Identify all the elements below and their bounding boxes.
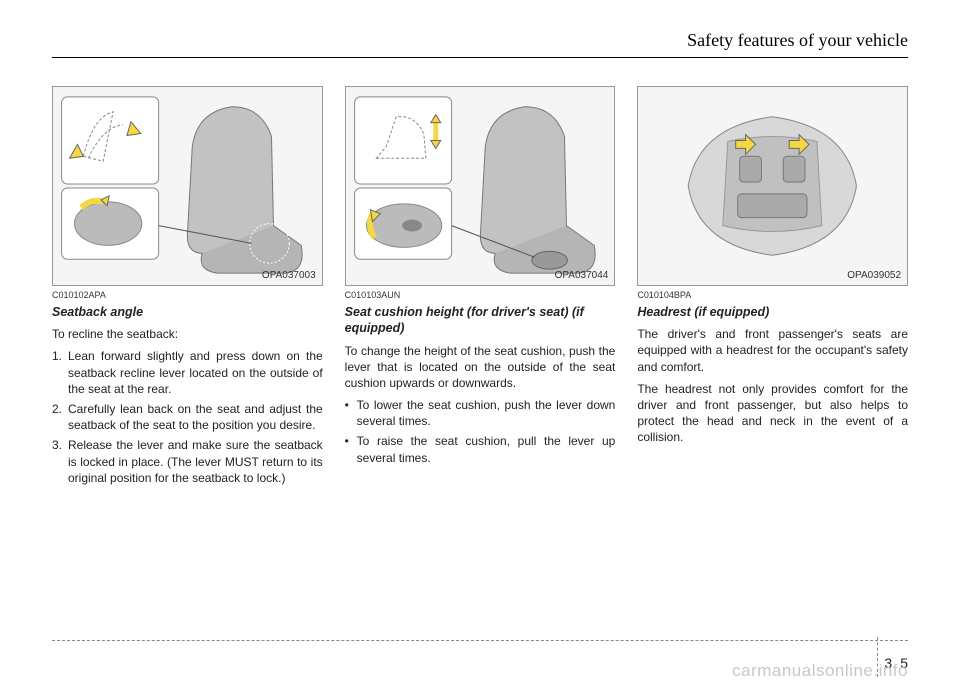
- list-item: 3. Release the lever and make sure the s…: [52, 437, 323, 486]
- list-item: 2. Carefully lean back on the seat and a…: [52, 401, 323, 433]
- list-text: To raise the seat cushion, pull the leve…: [357, 433, 616, 465]
- watermark: carmanualsonline.info: [732, 661, 908, 681]
- list-item: • To raise the seat cushion, pull the le…: [345, 433, 616, 465]
- column-2: OPA037044 C010103AUN Seat cushion height…: [345, 86, 616, 490]
- header-title: Safety features of your vehicle: [687, 30, 908, 50]
- figure-label: OPA037044: [555, 270, 609, 281]
- section-heading: Headrest (if equipped): [637, 304, 908, 320]
- list-bullet: •: [345, 433, 357, 465]
- paragraph: The driver's and front passenger's seats…: [637, 326, 908, 375]
- figure-seatback-angle: OPA037003: [52, 86, 323, 286]
- numbered-list: 1. Lean forward slightly and press down …: [52, 348, 323, 486]
- intro-text: To change the height of the seat cushion…: [345, 343, 616, 392]
- bullet-list: • To lower the seat cushion, push the le…: [345, 397, 616, 466]
- list-text: To lower the seat cushion, push the leve…: [357, 397, 616, 429]
- intro-text: To recline the seatback:: [52, 326, 323, 342]
- figure-seat-height: OPA037044: [345, 86, 616, 286]
- section-code: C010104BPA: [637, 290, 908, 300]
- column-3: OPA039052 C010104BPA Headrest (if equipp…: [637, 86, 908, 490]
- section-heading: Seatback angle: [52, 304, 323, 320]
- column-1: OPA037003 C010102APA Seatback angle To r…: [52, 86, 323, 490]
- list-number: 2.: [52, 401, 68, 433]
- list-text: Release the lever and make sure the seat…: [68, 437, 323, 486]
- section-heading: Seat cushion height (for driver's seat) …: [345, 304, 616, 337]
- paragraph: The headrest not only provides comfort f…: [637, 381, 908, 446]
- list-text: Carefully lean back on the seat and adju…: [68, 401, 323, 433]
- page-header: Safety features of your vehicle: [52, 30, 908, 58]
- footer-divider: [52, 640, 908, 641]
- figure-label: OPA037003: [262, 270, 316, 281]
- list-item: 1. Lean forward slightly and press down …: [52, 348, 323, 397]
- content-columns: OPA037003 C010102APA Seatback angle To r…: [52, 86, 908, 490]
- list-bullet: •: [345, 397, 357, 429]
- section-code: C010103AUN: [345, 290, 616, 300]
- figure-label: OPA039052: [847, 270, 901, 281]
- section-code: C010102APA: [52, 290, 323, 300]
- figure-headrest: OPA039052: [637, 86, 908, 286]
- list-number: 3.: [52, 437, 68, 486]
- list-number: 1.: [52, 348, 68, 397]
- list-text: Lean forward slightly and press down on …: [68, 348, 323, 397]
- list-item: • To lower the seat cushion, push the le…: [345, 397, 616, 429]
